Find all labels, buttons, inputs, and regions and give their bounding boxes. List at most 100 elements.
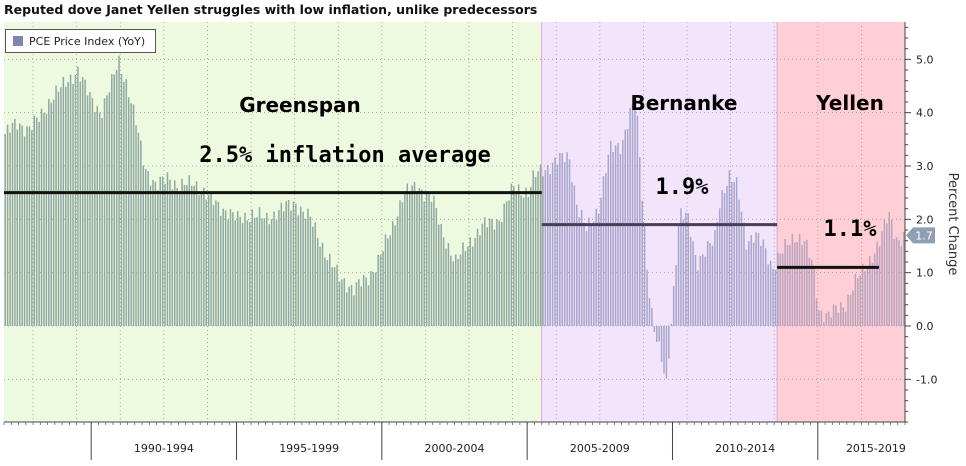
- bar: [471, 246, 474, 326]
- bar: [745, 249, 748, 326]
- bar: [852, 290, 854, 326]
- bar: [668, 326, 670, 359]
- bar: [629, 107, 631, 326]
- bar: [220, 215, 222, 326]
- bar: [236, 211, 239, 326]
- bar: [835, 305, 837, 326]
- bar: [326, 260, 329, 326]
- era-label-greenspan: Greenspan: [239, 93, 361, 117]
- x-period-label: 1995-1999: [279, 442, 339, 455]
- bar: [329, 253, 331, 326]
- bar: [658, 326, 660, 342]
- bar: [556, 164, 559, 326]
- y-axis-title: Percent Change: [945, 173, 960, 276]
- bar: [222, 208, 224, 326]
- bar: [752, 242, 755, 326]
- era-label-bernanke: Bernanke: [631, 91, 738, 115]
- bar: [593, 221, 595, 326]
- bar: [755, 232, 757, 326]
- bar: [605, 173, 607, 326]
- bar: [103, 98, 106, 326]
- bar: [48, 98, 50, 326]
- bar: [292, 201, 295, 326]
- bar: [258, 207, 261, 326]
- bar: [903, 231, 905, 326]
- bar: [534, 176, 537, 326]
- bar: [597, 213, 600, 326]
- bar: [246, 220, 249, 326]
- bar: [500, 221, 503, 326]
- bar: [18, 123, 21, 327]
- bar: [462, 242, 464, 326]
- bar: [847, 294, 849, 326]
- bar: [510, 183, 513, 326]
- bar: [193, 185, 195, 326]
- bar: [324, 257, 326, 326]
- bar: [210, 191, 212, 326]
- x-period-label: 2000-2004: [425, 442, 485, 455]
- bar: [278, 209, 280, 326]
- bar: [268, 224, 270, 326]
- bar: [801, 244, 803, 326]
- bar: [563, 162, 566, 326]
- bar: [636, 115, 639, 326]
- bar: [760, 245, 762, 326]
- bar: [16, 129, 19, 326]
- bar: [198, 195, 200, 326]
- bar: [716, 221, 719, 326]
- bar: [178, 192, 181, 326]
- bar: [895, 237, 898, 326]
- bar: [723, 192, 726, 326]
- bar: [176, 187, 178, 326]
- bar: [40, 108, 43, 326]
- bar: [474, 238, 476, 326]
- chart-legend[interactable]: PCE Price Index (YoY): [5, 29, 157, 53]
- bar: [154, 181, 157, 326]
- y-axis: 5.0 4.0 3.0 2.0 1.0 0.0 -1.0 Percent Change 1.7: [904, 22, 960, 423]
- bar: [435, 208, 438, 326]
- bar: [181, 178, 183, 326]
- bar: [767, 264, 769, 326]
- bar: [263, 218, 266, 326]
- bar: [665, 326, 668, 379]
- x-period-label: 2010-2014: [715, 442, 775, 455]
- bar: [33, 115, 36, 326]
- bar: [539, 164, 542, 326]
- bar: [125, 79, 128, 327]
- bar: [498, 220, 501, 326]
- bar: [149, 185, 152, 326]
- bar: [840, 302, 842, 326]
- bar: [161, 176, 164, 326]
- bar: [81, 77, 84, 326]
- bar: [370, 271, 372, 326]
- bar: [406, 183, 409, 326]
- bar: [748, 241, 750, 326]
- bar: [241, 223, 244, 326]
- bar: [549, 173, 551, 326]
- bar: [515, 192, 518, 326]
- bar: [617, 142, 619, 326]
- bar: [823, 322, 825, 326]
- bar: [900, 246, 903, 326]
- bar: [677, 226, 680, 326]
- bar: [387, 238, 389, 326]
- bar: [127, 97, 130, 326]
- bar: [588, 217, 590, 326]
- bar: [234, 220, 237, 326]
- bar: [416, 193, 418, 326]
- bar: [878, 246, 881, 326]
- bar: [14, 118, 16, 327]
- bar: [789, 245, 791, 326]
- era-label-yellen: Yellen: [815, 91, 884, 115]
- bar: [304, 218, 307, 326]
- bar: [568, 159, 571, 326]
- average-label-yellen: 1.1%: [824, 217, 878, 242]
- bar: [183, 184, 186, 326]
- bar: [859, 275, 861, 326]
- bar: [362, 274, 365, 326]
- bar: [731, 182, 733, 326]
- bar: [316, 237, 319, 326]
- bar: [513, 186, 515, 326]
- bar: [266, 212, 268, 326]
- bar: [890, 219, 893, 326]
